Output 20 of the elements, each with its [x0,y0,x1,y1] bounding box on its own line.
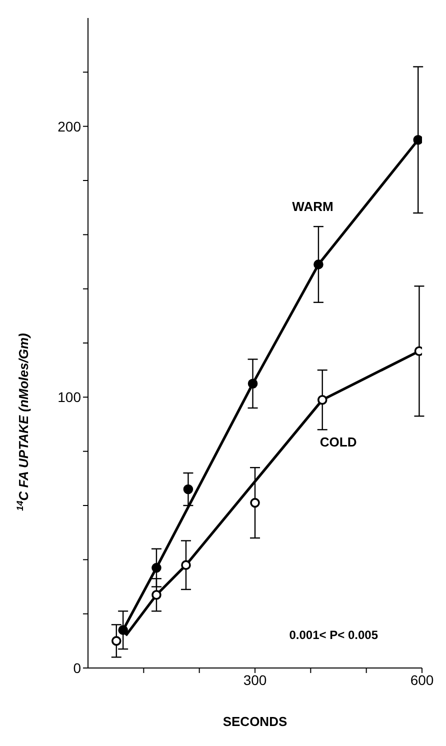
series-label: COLD [320,434,357,450]
point [317,394,328,405]
point [152,562,162,573]
point [314,260,324,270]
x-tick-label: 300 [243,672,267,688]
annotation: 0.001< P< 0.005 [289,628,378,642]
point [183,484,194,494]
x-tick-label: 600 [410,672,434,688]
y-tick-label: 0 [73,660,82,676]
point [181,560,191,570]
point [248,378,258,389]
point [413,134,422,145]
point [118,625,128,635]
point [111,636,122,646]
x-axis-title: SECONDS [222,714,288,729]
y-tick-label: 200 [58,118,82,134]
series-label: WARM [292,198,334,214]
point [152,590,162,600]
point [250,498,260,508]
y-tick-label: 100 [58,389,82,406]
